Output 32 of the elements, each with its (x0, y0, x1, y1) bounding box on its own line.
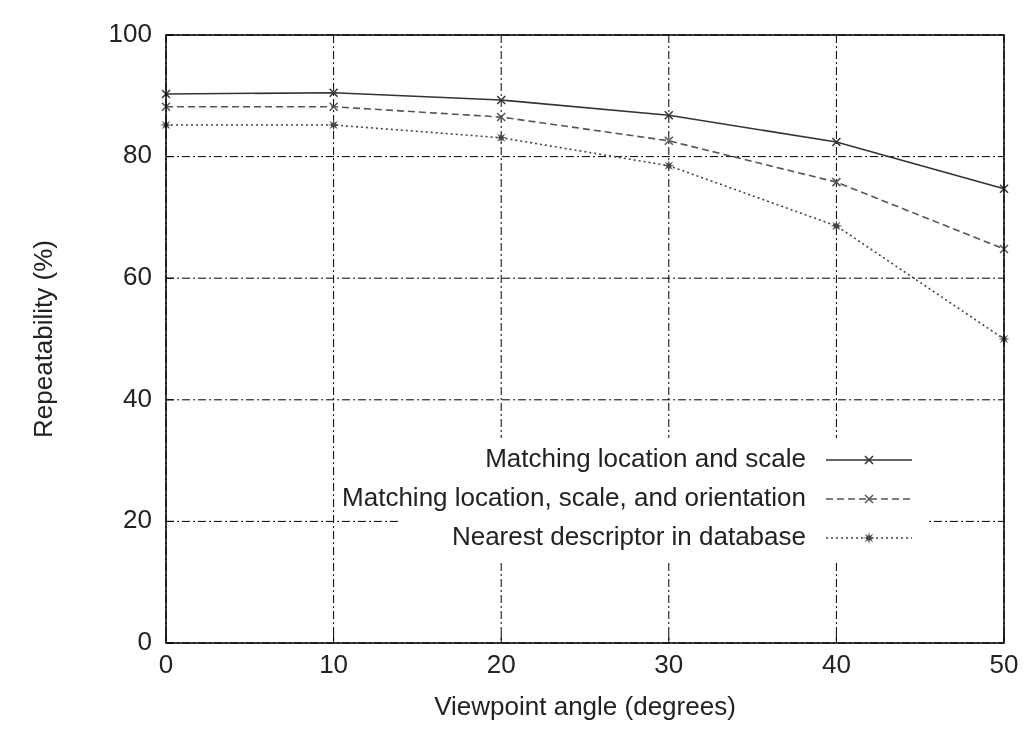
y-tick-label: 80 (123, 139, 152, 170)
y-tick-label: 100 (108, 17, 152, 48)
legend-label: Matching location, scale, and orientation (342, 481, 806, 512)
x-tick-label: 40 (821, 649, 851, 679)
y-tick-label: 0 (137, 625, 152, 656)
y-tick-label: 60 (123, 261, 152, 292)
point (999, 184, 1009, 194)
point (328, 101, 339, 112)
point (328, 88, 339, 98)
point (999, 244, 1009, 254)
point (830, 219, 843, 232)
x-axis-title: Viewpoint angle (degrees) (434, 691, 736, 721)
point (496, 112, 506, 122)
x-tick-label: 50 (989, 649, 1019, 679)
point (664, 110, 674, 121)
x-tick-label: 30 (654, 649, 684, 679)
point (161, 101, 171, 112)
point (831, 177, 842, 187)
y-axis-title: Repeatability (%) (28, 240, 58, 438)
point (161, 89, 171, 99)
point (327, 118, 340, 131)
point (831, 137, 842, 147)
y-tick-label: 20 (123, 504, 152, 535)
x-tick-label: 20 (486, 649, 516, 679)
legend-label: Matching location and scale (485, 442, 806, 473)
point (496, 95, 506, 105)
y-tick-label: 40 (123, 382, 152, 413)
x-tick-label: 0 (158, 649, 174, 679)
point (662, 159, 675, 172)
x-tick-label: 10 (319, 649, 349, 679)
point (664, 136, 674, 146)
legend-label: Nearest descriptor in database (451, 520, 806, 551)
